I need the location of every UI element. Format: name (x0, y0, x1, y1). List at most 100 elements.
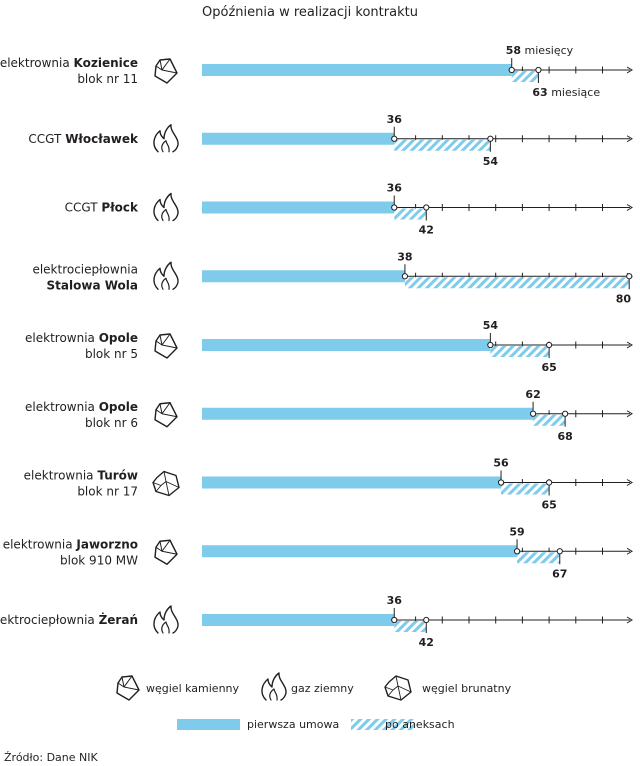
row-label-prefix: elektrownia (3, 537, 77, 551)
first-value-label: 54 (483, 319, 499, 332)
lignite-icon (152, 470, 180, 497)
first-value-label: 59 (509, 525, 524, 538)
row-label: CCGT Włocławek (28, 132, 139, 146)
first-marker (529, 410, 537, 417)
row-label-prefix: elektrociepłownia (0, 613, 99, 627)
first-value-label: 36 (387, 594, 403, 607)
annex-value-label: 54 (483, 155, 499, 168)
first-value-label: 58 miesięcy (506, 44, 574, 57)
annex-marker (562, 410, 569, 417)
annex-marker (423, 616, 430, 624)
first-marker (391, 204, 398, 211)
row-label: elektrownia Opole (25, 331, 138, 345)
row-label-name: Płock (101, 201, 139, 215)
chart-row: elektrownia Jaworzno blok 910 MW 59 67 (3, 525, 633, 580)
first-value-label: 36 (387, 182, 403, 195)
row-label-prefix: elektrownia (25, 331, 99, 345)
chart-row: elektrociepłownia Żerań 36 42 (0, 594, 633, 649)
annex-marker (423, 204, 430, 211)
legend-bar-item: pierwsza umowa (177, 718, 339, 731)
row-label: elektrociepłownia Żerań (0, 612, 138, 627)
bar-after-annex (533, 414, 566, 426)
first-marker (391, 135, 398, 142)
legend-swatch (177, 719, 240, 730)
annex-marker (556, 548, 563, 555)
chart-row: elektrownia Turów blok nr 17 56 65 (24, 457, 633, 512)
first-marker (487, 341, 494, 349)
gas-icon (153, 605, 179, 634)
row-label-name: Opole (99, 331, 138, 345)
row-label-unit: blok 910 MW (60, 553, 138, 567)
first-marker (401, 273, 409, 280)
row-label-name: Opole (99, 400, 138, 414)
row-label: elektrownia Opole (25, 400, 138, 414)
annex-value-label: 68 (557, 430, 572, 443)
first-value-label: 62 (525, 388, 540, 401)
row-label-prefix: CCGT (65, 201, 102, 215)
bar-after-annex (501, 483, 550, 495)
coal-icon (154, 333, 178, 359)
row-label-unit: blok nr 6 (85, 416, 138, 430)
axis-arrow (626, 479, 633, 486)
bar-first-contract (202, 476, 502, 489)
chart-row: CCGT Włocławek 36 54 (28, 113, 633, 168)
annex-value-label: 65 (541, 361, 556, 374)
gas-icon (153, 124, 179, 153)
axis-arrow (626, 341, 633, 349)
annex-marker (546, 479, 553, 486)
annex-marker (535, 66, 542, 74)
row-label: elektrownia Turów (24, 469, 138, 483)
legend-bar-label: po aneksach (385, 718, 455, 731)
row-label-unit: blok nr 11 (77, 72, 138, 86)
row-label: CCGT Płock (65, 201, 139, 215)
row-label-prefix: elektrownia (24, 469, 98, 483)
bar-after-annex (490, 346, 550, 357)
bar-first-contract (202, 201, 395, 214)
first-marker (497, 479, 505, 486)
axis-arrow (626, 547, 633, 555)
chart-row: elektrownia Kozienice blok nr 11 58 miesię… (0, 44, 633, 99)
first-value-label: 56 (493, 457, 509, 470)
annex-value-label: 42 (419, 636, 434, 649)
row-label-name: Kozienice (74, 56, 138, 70)
bar-after-annex (404, 277, 630, 289)
legend-icon-label: węgiel brunatny (422, 682, 512, 695)
annex-value-label: 63 miesiące (532, 86, 600, 99)
row-label-name: Włocławek (65, 132, 139, 146)
row-label-unit: blok nr 5 (85, 347, 138, 361)
bar-after-annex (394, 139, 491, 151)
row-label: elektrociepłownia (32, 262, 138, 276)
axis-arrow (626, 66, 633, 74)
coal-icon (154, 402, 178, 428)
annex-marker (487, 135, 494, 142)
first-marker (513, 548, 521, 555)
row-label-name: Stalowa Wola (47, 278, 138, 292)
row-label-unit: blok nr 17 (77, 485, 138, 499)
annex-value-label: 42 (419, 224, 434, 237)
annex-value-label: 80 (616, 292, 632, 305)
chart-row: CCGT Płock 36 42 (65, 182, 633, 237)
axis-arrow (626, 616, 633, 624)
bar-first-contract (202, 407, 534, 420)
coal-icon (154, 58, 178, 84)
coal-icon (154, 539, 178, 565)
row-label: elektrownia Kozienice (0, 56, 138, 70)
legend-icon-item: gaz ziemny (261, 672, 354, 701)
first-marker (508, 66, 515, 74)
gas-icon (261, 672, 287, 701)
bar-first-contract (202, 339, 491, 351)
bar-after-annex (394, 208, 427, 220)
gas-icon (153, 261, 179, 290)
legend-bar-label: pierwsza umowa (247, 718, 339, 731)
chart-row: elektrownia Opole blok nr 6 62 68 (25, 388, 633, 443)
axis-arrow (626, 135, 633, 143)
axis-arrow (626, 204, 633, 211)
lignite-icon (384, 675, 412, 701)
bar-first-contract (202, 132, 395, 145)
row-label-name: Żerań (99, 612, 138, 627)
legend-icon-label: gaz ziemny (291, 682, 354, 695)
first-marker (391, 616, 398, 624)
row-label-name: Jaworzno (75, 537, 138, 551)
annex-value-label: 67 (552, 567, 567, 580)
